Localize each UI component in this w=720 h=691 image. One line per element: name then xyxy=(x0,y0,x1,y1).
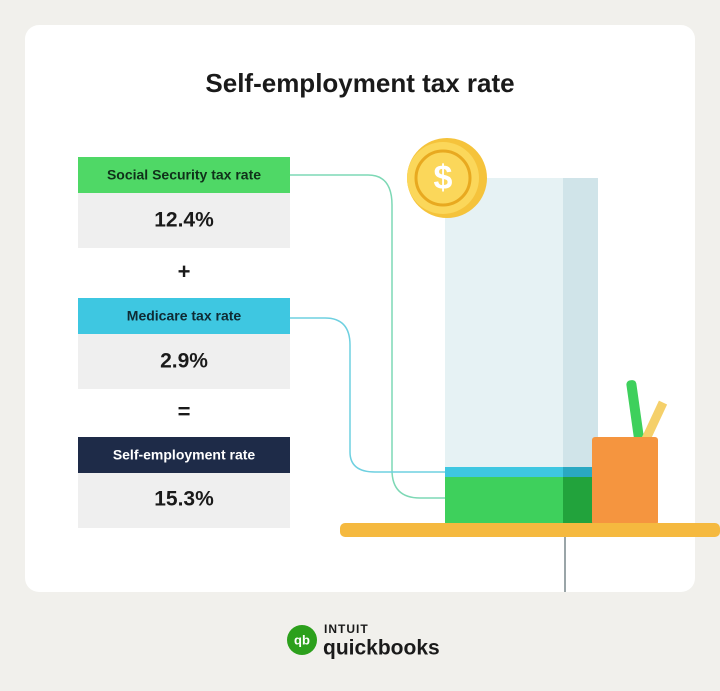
operator: = xyxy=(178,399,191,424)
step-label: Medicare tax rate xyxy=(127,308,242,324)
logo-product: quickbooks xyxy=(323,637,440,660)
step-value: 15.3% xyxy=(154,488,214,511)
step-value: 2.9% xyxy=(160,350,208,373)
title: Self-employment tax rate xyxy=(205,68,514,98)
coin-ring xyxy=(414,149,472,207)
logo-brand: INTUIT xyxy=(324,622,369,636)
medicare-layer xyxy=(445,467,563,477)
operator: + xyxy=(178,259,191,284)
step-value: 12.4% xyxy=(154,209,214,232)
step-label: Self-employment rate xyxy=(113,447,256,463)
medicare-layer-side xyxy=(563,467,598,477)
logo-mark-text: qb xyxy=(294,632,310,647)
social-security-layer xyxy=(445,477,563,523)
label-box xyxy=(78,298,290,334)
connector xyxy=(290,317,445,473)
connector xyxy=(290,174,445,499)
coin-face xyxy=(407,142,479,214)
step-label: Social Security tax rate xyxy=(107,167,261,183)
label-box xyxy=(78,157,290,193)
glass xyxy=(445,178,563,523)
cup xyxy=(592,437,658,525)
pen xyxy=(626,380,644,440)
logo-mark xyxy=(287,625,317,655)
value-box xyxy=(78,473,290,528)
label-box xyxy=(78,437,290,473)
coin-symbol: $ xyxy=(434,159,453,197)
value-box xyxy=(78,334,290,389)
shelf xyxy=(340,523,720,537)
value-box xyxy=(78,193,290,248)
